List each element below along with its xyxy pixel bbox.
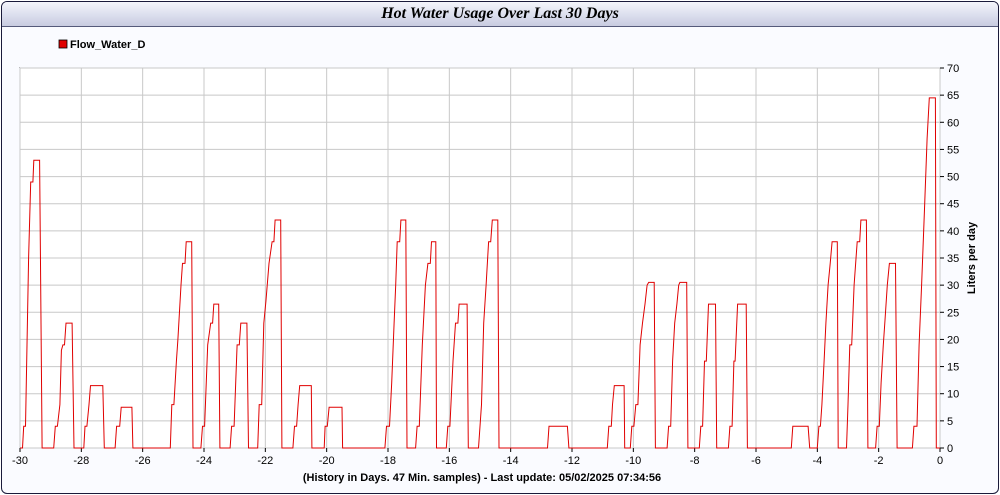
y-tick-label: 45 xyxy=(947,199,959,211)
x-tick-label: -16 xyxy=(441,455,457,467)
legend-swatch-flow-water-d xyxy=(58,39,68,49)
y-tick-label: 65 xyxy=(947,90,959,102)
y-tick-label: 25 xyxy=(947,307,959,319)
y-tick-label: 70 xyxy=(947,63,959,75)
y-tick-label: 30 xyxy=(947,280,959,292)
x-tick-label: -30 xyxy=(12,455,28,467)
x-tick-label: -22 xyxy=(257,455,273,467)
y-tick-label: 50 xyxy=(947,172,959,184)
x-tick-label: -4 xyxy=(812,455,822,467)
y-tick-label: 5 xyxy=(947,416,953,428)
title-bar: Hot Water Usage Over Last 30 Days xyxy=(2,2,998,27)
x-tick-label: -24 xyxy=(196,455,212,467)
x-axis-label: (History in Days. 47 Min. samples) - Las… xyxy=(303,472,661,484)
x-tick-label: -6 xyxy=(751,455,761,467)
x-axis-ticks: -30 -28 -26 -24 -22 -20 -18 -16 -14 -12 -10 -8 -6 -4-… xyxy=(12,448,943,467)
y-tick-label: 35 xyxy=(947,253,959,265)
x-tick-label: 0 xyxy=(937,455,943,467)
x-tick-label: -14 xyxy=(503,455,519,467)
x-tick-label: -12 xyxy=(564,455,580,467)
x-tick-label: -2 xyxy=(874,455,884,467)
y-axis-ticks: 0 5 10 15 20 25 30 35 40 45 50 55 60 65 70 xyxy=(940,63,959,455)
legend: Flow_Water_D xyxy=(58,39,145,51)
y-tick-label: 15 xyxy=(947,362,959,374)
legend-label-flow-water-d: Flow_Water_D xyxy=(70,39,145,51)
y-axis-label: Liters per day xyxy=(966,221,978,294)
x-tick-label: -26 xyxy=(135,455,151,467)
x-tick-label: -18 xyxy=(380,455,396,467)
series-line-flow-water-d xyxy=(20,97,940,449)
y-tick-label: 60 xyxy=(947,117,959,129)
y-tick-label: 55 xyxy=(947,144,959,156)
y-tick-label: 40 xyxy=(947,226,959,238)
x-tick-label: -20 xyxy=(319,455,335,467)
y-tick-label: 10 xyxy=(947,389,959,401)
y-tick-label: 0 xyxy=(947,443,953,455)
x-tick-label: -28 xyxy=(73,455,89,467)
chart-title: Hot Water Usage Over Last 30 Days xyxy=(381,5,619,22)
x-tick-label: -10 xyxy=(625,455,641,467)
x-tick-label: -8 xyxy=(690,455,700,467)
y-tick-label: 20 xyxy=(947,334,959,346)
